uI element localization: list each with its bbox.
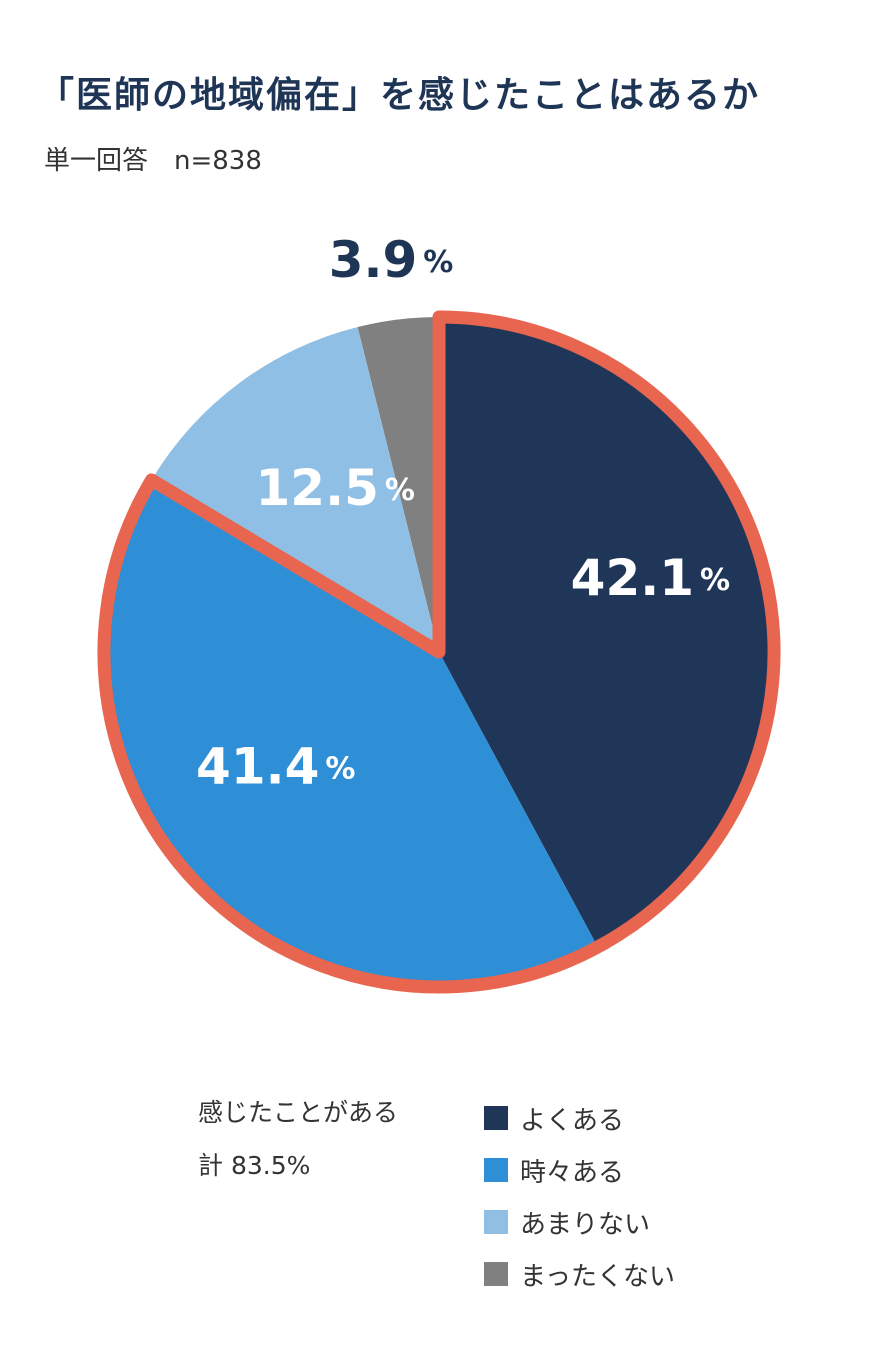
total-note-value: 計 83.5% [198,1151,311,1180]
legend: よくある時々あるあまりないまったくない [484,1092,675,1300]
pie-slice-sometimes [103,479,598,988]
legend-item-often: よくある [484,1092,675,1144]
data-label-never: 3.9% [329,230,454,288]
legend-item-rarely: あまりない [484,1196,675,1248]
pie-slices [103,317,775,988]
highlight-outline [97,310,781,994]
data-label-sometimes: 41.4% [196,737,355,795]
legend-label: まったくない [520,1261,675,1292]
legend-swatch [484,1210,508,1234]
pie-slice-never [357,317,439,652]
data-label-rarely: 12.5% [256,459,415,517]
pie-slice-often [439,317,775,947]
legend-label: よくある [520,1105,625,1136]
legend-swatch [484,1106,508,1130]
legend-label: 時々ある [520,1157,625,1188]
chart-title: 「医師の地域偏在」を感じたことはあるか [38,75,761,116]
legend-label: あまりない [520,1209,651,1240]
legend-item-sometimes: 時々ある [484,1144,675,1196]
data-label-often: 42.1% [571,549,730,607]
total-note-label: 感じたことがある [198,1098,399,1127]
chart-subtitle: 単一回答 n=838 [44,146,262,176]
pie-slice-rarely [151,327,439,652]
pie-labels: 42.1 % 41.4 % 12.5 % 3.9% [196,230,730,794]
legend-swatch [484,1158,508,1182]
legend-item-never: まったくない [484,1248,675,1300]
legend-swatch [484,1262,508,1286]
pie-chart: 42.1 % 41.4 % 12.5 % 3.9% [97,230,781,994]
